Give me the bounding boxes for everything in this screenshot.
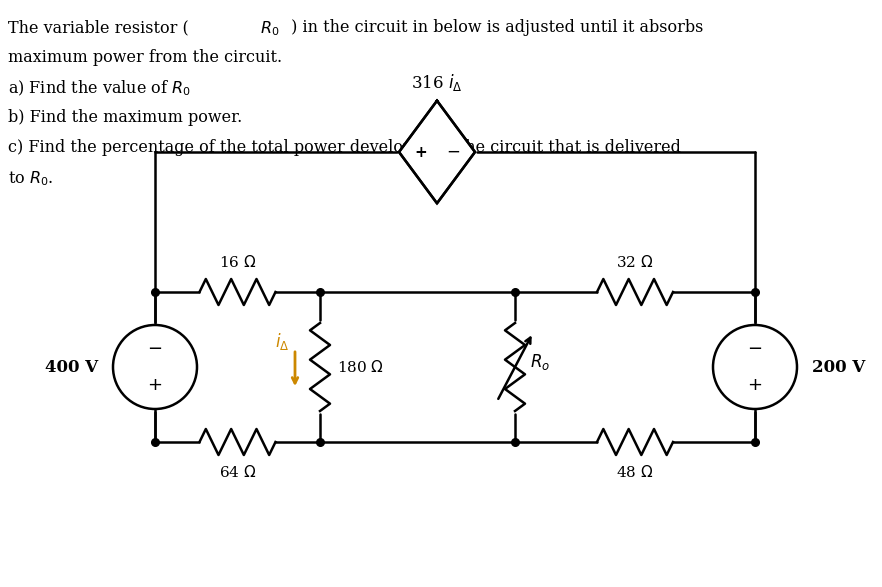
Text: +: +: [415, 144, 428, 160]
Text: 180 $\Omega$: 180 $\Omega$: [337, 359, 384, 375]
Text: 316 $i_\Delta$: 316 $i_\Delta$: [411, 72, 463, 93]
Text: The variable resistor (: The variable resistor (: [8, 19, 189, 36]
Text: 16 $\Omega$: 16 $\Omega$: [219, 254, 256, 270]
Text: +: +: [147, 376, 162, 394]
Text: 48 $\Omega$: 48 $\Omega$: [617, 464, 654, 480]
Text: 64 $\Omega$: 64 $\Omega$: [219, 464, 256, 480]
Text: $R_0$: $R_0$: [260, 19, 280, 38]
Circle shape: [113, 325, 197, 409]
Text: to $R_0$.: to $R_0$.: [8, 169, 54, 188]
Circle shape: [713, 325, 797, 409]
Text: −: −: [747, 340, 763, 358]
Text: b) Find the maximum power.: b) Find the maximum power.: [8, 109, 243, 126]
Polygon shape: [399, 101, 475, 203]
Text: ) in the circuit in below is adjusted until it absorbs: ) in the circuit in below is adjusted un…: [286, 19, 703, 36]
Text: 200 V: 200 V: [812, 359, 865, 376]
Text: a) Find the value of $R_0$: a) Find the value of $R_0$: [8, 79, 191, 99]
Text: c) Find the percentage of the total power developed in the circuit that is deliv: c) Find the percentage of the total powe…: [8, 139, 681, 156]
Text: $i_\Delta$: $i_\Delta$: [274, 332, 289, 353]
Text: 400 V: 400 V: [45, 359, 98, 376]
Text: $R_o$: $R_o$: [530, 352, 550, 372]
Text: +: +: [748, 376, 763, 394]
Text: −: −: [147, 340, 162, 358]
Text: −: −: [446, 143, 460, 161]
Text: maximum power from the circuit.: maximum power from the circuit.: [8, 49, 282, 66]
Text: 32 $\Omega$: 32 $\Omega$: [617, 254, 654, 270]
